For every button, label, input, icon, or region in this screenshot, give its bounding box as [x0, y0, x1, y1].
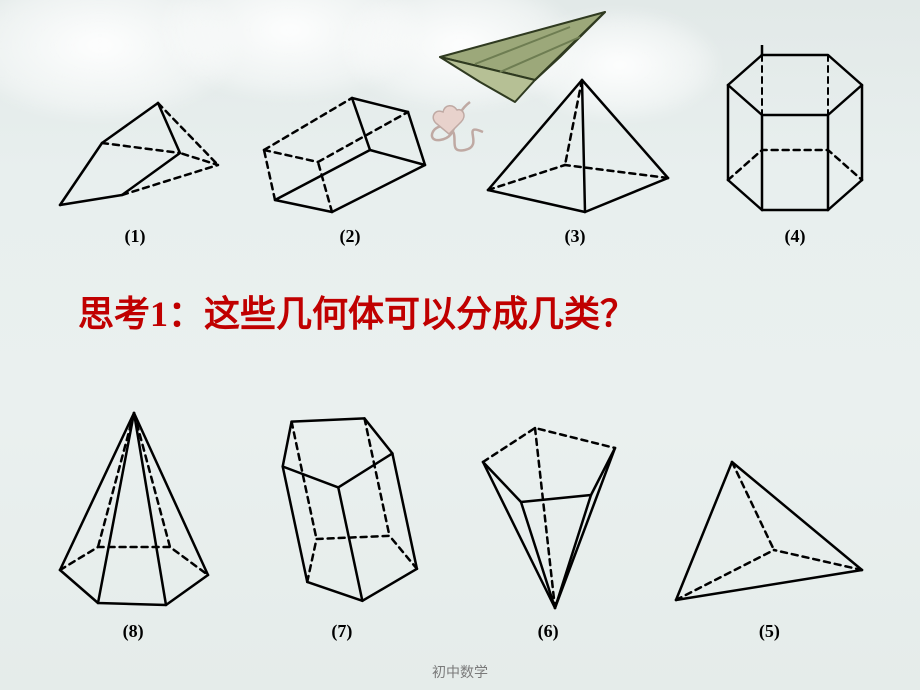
- figure-row-bottom: (8) (7): [0, 395, 920, 642]
- figure-row-top: (1) (2): [0, 45, 920, 247]
- figure-1-label: (1): [125, 226, 146, 247]
- figure-1: (1): [40, 75, 230, 247]
- figure-8-label: (8): [123, 621, 144, 642]
- square-pyramid-icon: [470, 70, 680, 220]
- triangular-prism-icon: [40, 75, 230, 220]
- figure-6: (6): [463, 410, 633, 642]
- inverted-pentagonal-pyramid-icon: [463, 410, 633, 615]
- figure-2-label: (2): [340, 226, 361, 247]
- figure-6-label: (6): [538, 621, 559, 642]
- figure-2: (2): [260, 80, 440, 247]
- tetrahedron-icon: [664, 450, 874, 615]
- figure-5: (5): [664, 450, 874, 642]
- question-text: 思考1：这些几何体可以分成几类？: [78, 285, 636, 337]
- hexagonal-pyramid-icon: [46, 405, 221, 615]
- figure-4: (4): [710, 45, 880, 247]
- question-body: 这些几何体可以分成几类？: [204, 294, 636, 334]
- question-prefix: 思考1：: [78, 294, 204, 334]
- figure-4-label: (4): [785, 226, 806, 247]
- pentagonal-prism-icon: [252, 395, 432, 615]
- parallelepiped-icon: [260, 80, 440, 220]
- figure-3-label: (3): [565, 226, 586, 247]
- figure-7: (7): [252, 395, 432, 642]
- figure-5-label: (5): [759, 621, 780, 642]
- figure-3: (3): [470, 70, 680, 247]
- figure-8: (8): [46, 405, 221, 642]
- figure-7-label: (7): [331, 621, 352, 642]
- footer-text: 初中数学: [0, 662, 920, 682]
- hexagonal-prism-icon: [710, 45, 880, 220]
